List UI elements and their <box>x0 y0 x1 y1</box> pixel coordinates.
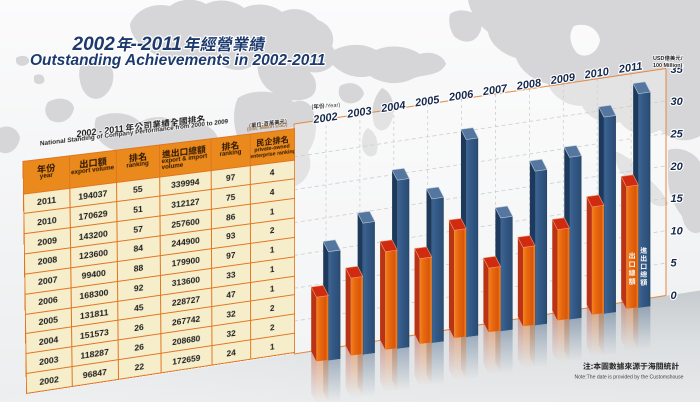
svg-text:/: / <box>681 56 683 62</box>
svg-text:25: 25 <box>670 129 684 141</box>
svg-text:2003: 2003 <box>345 105 372 121</box>
svg-text:2005: 2005 <box>413 94 441 110</box>
svg-text:Note:The date is provided by t: Note:The date is provided by the Customs… <box>574 375 683 381</box>
svg-text:2002: 2002 <box>72 34 116 55</box>
svg-text:--: -- <box>131 34 144 55</box>
svg-text:20: 20 <box>670 161 684 173</box>
svg-text:2010: 2010 <box>583 66 611 82</box>
svg-text:0: 0 <box>671 290 678 302</box>
svg-text:2007: 2007 <box>481 83 509 99</box>
svg-text:15: 15 <box>671 193 684 205</box>
svg-text:100 Million): 100 Million) <box>653 63 683 69</box>
svg-text:30: 30 <box>671 96 684 108</box>
svg-text:2011: 2011 <box>140 34 182 55</box>
svg-text:USD(: USD( <box>653 56 666 62</box>
svg-text:2011: 2011 <box>617 60 643 76</box>
svg-text:/Year): /Year) <box>325 102 340 109</box>
svg-text:2002: 2002 <box>312 111 339 127</box>
svg-text:2006: 2006 <box>447 88 475 104</box>
svg-text:10: 10 <box>671 225 684 237</box>
svg-text:2004: 2004 <box>379 100 406 116</box>
svg-text:5: 5 <box>671 258 678 270</box>
svg-text:Outstanding Achievements in 20: Outstanding Achievements in 2002-2011 <box>30 52 325 69</box>
svg-text:2008: 2008 <box>515 77 543 93</box>
svg-text:2009: 2009 <box>549 71 577 87</box>
svg-text:35: 35 <box>671 64 684 76</box>
